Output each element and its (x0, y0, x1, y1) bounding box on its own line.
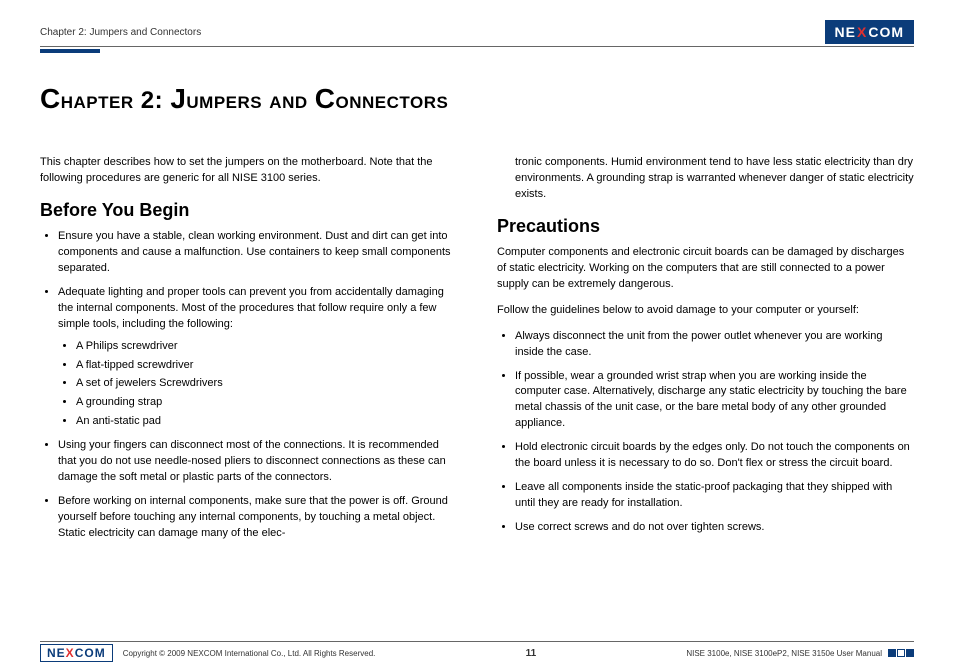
footer-logo: NEXCOM (40, 644, 113, 662)
tool-item: A grounding strap (76, 395, 457, 411)
tool-item: An anti-static pad (76, 414, 457, 430)
guideline-item: Always disconnect the unit from the powe… (515, 329, 914, 361)
list-item: Using your fingers can disconnect most o… (58, 438, 457, 486)
list-item: Before working on internal components, m… (58, 494, 457, 542)
guideline-item: Hold electronic circuit boards by the ed… (515, 440, 914, 472)
copyright-text: Copyright © 2009 NEXCOM International Co… (123, 649, 376, 658)
precaution-intro-1: Computer components and electronic circu… (497, 245, 914, 293)
precaution-intro-2: Follow the guidelines below to avoid dam… (497, 303, 914, 319)
left-column: This chapter describes how to set the ju… (40, 155, 457, 552)
nexcom-logo: NEXCOM (825, 20, 914, 44)
tool-item: A flat-tipped screwdriver (76, 358, 457, 374)
logo-x-icon: X (857, 24, 867, 40)
manual-title: NISE 3100e, NISE 3100eP2, NISE 3150e Use… (686, 649, 882, 658)
logo-part-2: COM (75, 646, 106, 660)
breadcrumb: Chapter 2: Jumpers and Connectors (40, 27, 201, 38)
intro-text: This chapter describes how to set the ju… (40, 155, 457, 187)
continuation-text: tronic components. Humid environment ten… (515, 155, 914, 203)
tool-item: A set of jewelers Screwdrivers (76, 376, 457, 392)
logo-part-1: NE (835, 24, 856, 40)
logo-part-1: NE (47, 646, 66, 660)
before-heading: Before You Begin (40, 197, 457, 223)
page-number: 11 (526, 648, 537, 659)
right-column: tronic components. Humid environment ten… (497, 155, 914, 552)
logo-x-icon: X (66, 646, 75, 660)
guideline-item: Use correct screws and do not over tight… (515, 520, 914, 536)
tools-intro: Adequate lighting and proper tools can p… (58, 286, 444, 330)
page-title: Chapter 2: Jumpers and Connectors (40, 83, 914, 115)
decorative-squares-icon (888, 649, 914, 657)
tool-item: A Philips screwdriver (76, 339, 457, 355)
list-item: Adequate lighting and proper tools can p… (58, 285, 457, 431)
precautions-heading: Precautions (497, 213, 914, 239)
accent-bar (40, 49, 100, 53)
guideline-item: If possible, wear a grounded wrist strap… (515, 369, 914, 433)
guideline-item: Leave all components inside the static-p… (515, 480, 914, 512)
logo-part-2: COM (868, 24, 904, 40)
list-item: Ensure you have a stable, clean working … (58, 229, 457, 277)
